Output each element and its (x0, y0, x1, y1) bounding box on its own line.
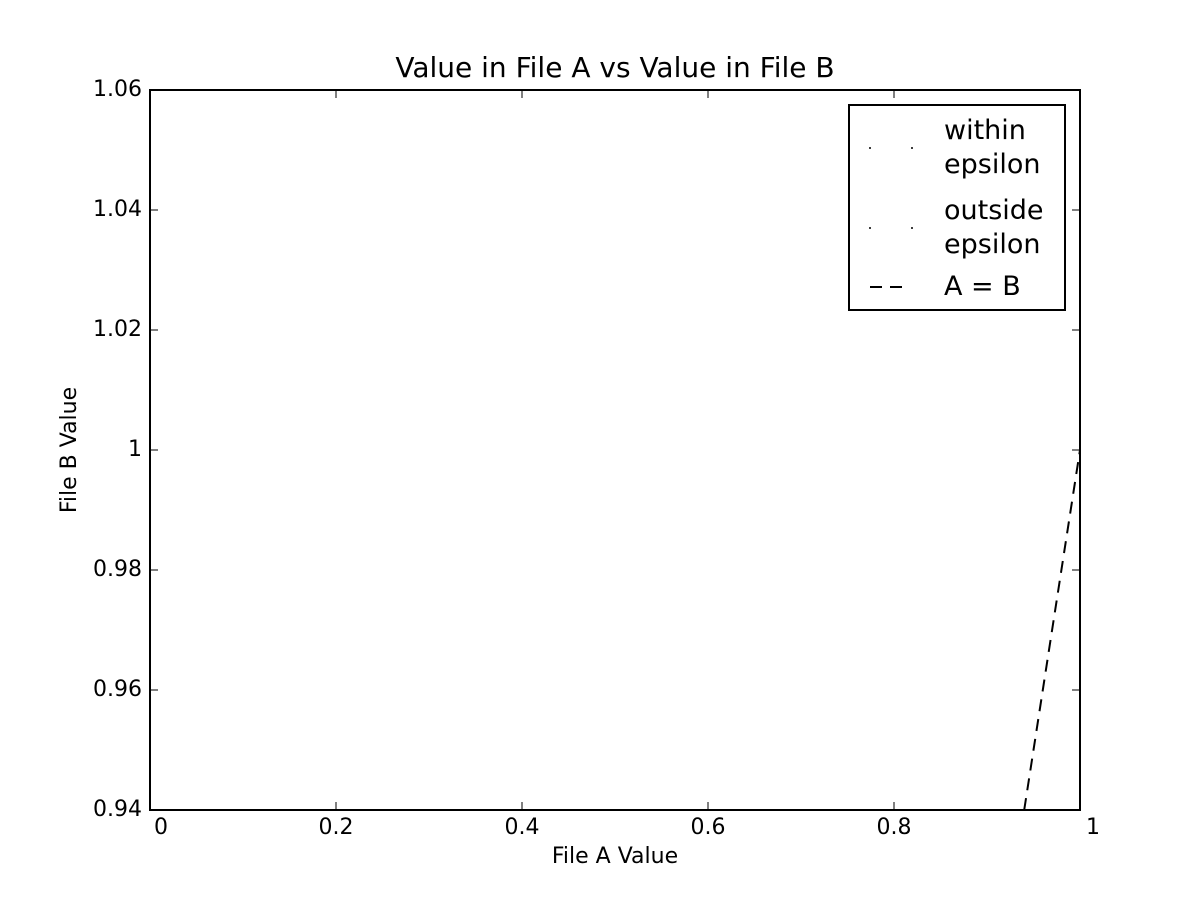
x-tick-label: 0 (154, 815, 168, 840)
legend-label: within epsilon (944, 115, 1041, 180)
y-tick-label: 0.98 (93, 557, 142, 582)
y-tick-label: 1 (128, 437, 142, 462)
x-tick-label: 0.2 (319, 815, 354, 840)
plot-frame (149, 89, 1081, 811)
y-tick-label: 1.04 (93, 197, 142, 222)
line (1023, 449, 1080, 810)
x-tick-label: 0.4 (505, 815, 540, 840)
x-tick-label: 1 (1086, 815, 1100, 840)
legend-marker (911, 227, 913, 229)
legend-label: A = B (944, 271, 1021, 302)
x-tick-label: 0.8 (877, 815, 912, 840)
y-tick-label: 0.96 (93, 677, 142, 702)
y-tick-label: 1.02 (93, 317, 142, 342)
x-axis-label: File A Value (552, 844, 678, 869)
plot-area (1023, 449, 1080, 810)
chart-title: Value in File A vs Value in File B (395, 51, 834, 84)
legend-label: outside epsilon (944, 195, 1044, 260)
x-tick-label: 0.6 (691, 815, 726, 840)
y-tick-label: 0.94 (93, 797, 142, 822)
legend-marker (869, 147, 871, 149)
legend-box (848, 104, 1066, 311)
legend-marker (911, 147, 913, 149)
y-axis-label: File B Value (57, 387, 82, 513)
y-tick-label: 1.06 (93, 77, 142, 102)
legend-marker (869, 227, 871, 229)
